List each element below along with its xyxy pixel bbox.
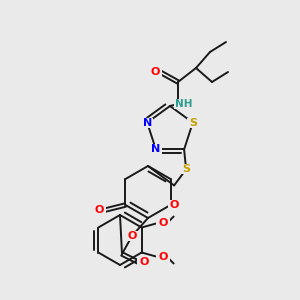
Text: NH: NH: [175, 99, 193, 109]
Bar: [156, 218, 170, 227]
Text: O: O: [159, 218, 168, 227]
Bar: [137, 257, 149, 267]
Text: O: O: [159, 253, 168, 262]
Text: O: O: [170, 200, 179, 210]
Text: N: N: [142, 118, 152, 128]
Bar: [150, 67, 162, 77]
Bar: [167, 200, 179, 210]
Bar: [174, 99, 192, 109]
Text: O: O: [139, 257, 149, 267]
Bar: [126, 231, 138, 241]
Text: O: O: [150, 67, 160, 77]
Text: N: N: [151, 144, 160, 154]
Bar: [94, 205, 106, 215]
Text: S: S: [182, 164, 190, 174]
Text: O: O: [95, 205, 104, 215]
Bar: [180, 164, 192, 174]
Text: S: S: [189, 118, 197, 128]
Bar: [156, 253, 170, 262]
Bar: [141, 118, 153, 128]
Bar: [187, 118, 199, 128]
Text: O: O: [127, 231, 137, 241]
Bar: [150, 144, 162, 154]
